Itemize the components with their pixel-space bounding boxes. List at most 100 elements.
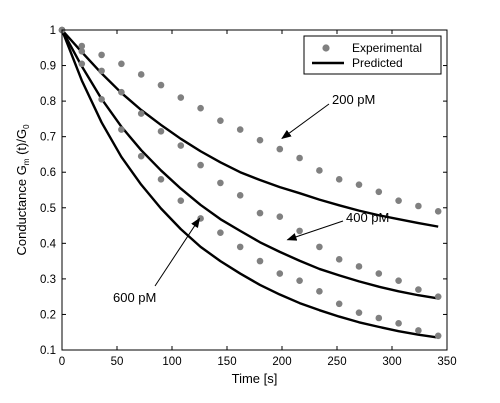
experimental-point-600-pm — [395, 320, 402, 327]
x-tick-label: 150 — [217, 356, 236, 368]
predicted-line-200-pm — [61, 29, 439, 228]
experimental-point-600-pm — [375, 314, 383, 322]
y-axis-label-subscript-m: m — [22, 158, 31, 165]
experimental-point-200-pm — [137, 71, 145, 78]
x-tick-label: 0 — [59, 356, 65, 368]
annotation-label-200-pm: 200 pM — [332, 92, 375, 107]
x-axis-label: Time [s] — [232, 371, 278, 386]
experimental-point-200-pm — [157, 81, 165, 89]
experimental-point-400-pm — [256, 209, 264, 217]
experimental-point-200-pm — [415, 202, 422, 210]
plot-frame — [61, 29, 448, 351]
y-tick-label: 0.2 — [40, 309, 56, 321]
experimental-point-600-pm — [256, 257, 264, 265]
experimental-point-400-pm — [78, 48, 86, 55]
experimental-point-600-pm — [415, 327, 422, 334]
predicted-lines-layer — [60, 29, 439, 339]
experimental-point-400-pm — [118, 88, 125, 96]
experimental-point-400-pm — [316, 243, 323, 251]
experimental-point-200-pm — [256, 136, 264, 144]
annotation-arrow-600-pm — [154, 217, 201, 287]
experimental-point-400-pm — [137, 110, 145, 117]
experimental-point-200-pm — [355, 181, 363, 188]
experimental-point-400-pm — [236, 192, 244, 199]
experimental-point-200-pm — [434, 208, 442, 215]
legend-experimental-label: Experimental — [352, 41, 422, 55]
legend-predicted-label: Predicted — [352, 56, 403, 70]
experimental-point-200-pm — [276, 145, 284, 153]
experimental-point-600-pm — [316, 288, 323, 295]
experimental-point-200-pm — [217, 117, 224, 124]
y-tick-label: 0.6 — [40, 167, 56, 179]
experimental-point-200-pm — [197, 104, 204, 112]
experimental-point-600-pm — [217, 229, 224, 236]
y-axis-label-subscript-0: 0 — [22, 124, 31, 129]
experimental-point-600-pm — [177, 197, 185, 204]
x-tick-label: 250 — [327, 356, 346, 368]
experimental-point-400-pm — [434, 293, 442, 300]
experimental-point-400-pm — [177, 142, 185, 149]
experimental-point-400-pm — [335, 256, 343, 263]
predicted-line-400-pm — [60, 29, 439, 300]
experimental-point-600-pm — [157, 176, 165, 183]
experimental-point-600-pm — [276, 270, 284, 277]
experimental-point-200-pm — [98, 51, 105, 59]
x-tick-label: 100 — [162, 356, 181, 368]
x-tick-label: 350 — [437, 356, 456, 368]
experimental-point-400-pm — [296, 227, 303, 235]
y-tick-label: 0.8 — [40, 96, 56, 108]
y-tick-label: 0.9 — [40, 61, 56, 73]
experimental-point-200-pm — [118, 60, 125, 68]
y-tick-label: 0.1 — [40, 345, 56, 357]
experimental-point-200-pm — [78, 42, 86, 50]
legend: Experimental Predicted — [303, 35, 442, 75]
experimental-point-400-pm — [217, 179, 224, 187]
y-tick-label: 1 — [50, 25, 56, 37]
annotation-arrow-400-pm — [286, 220, 344, 241]
legend-experimental-marker — [322, 44, 330, 52]
experimental-point-600-pm — [434, 332, 442, 340]
y-tick-label: 0.4 — [40, 238, 57, 250]
experimental-point-600-pm — [335, 300, 343, 308]
experimental-point-400-pm — [375, 270, 383, 277]
experimental-point-200-pm — [335, 176, 343, 183]
experimental-point-400-pm — [276, 213, 284, 220]
experimental-point-600-pm — [296, 277, 303, 284]
y-axis-label-part: (t)/G — [14, 129, 29, 159]
experimental-point-400-pm — [197, 161, 204, 169]
legend-box — [303, 35, 442, 75]
x-tick-label: 300 — [382, 356, 401, 368]
experimental-point-600-pm — [98, 96, 105, 103]
experimental-point-400-pm — [395, 277, 402, 284]
experimental-point-600-pm — [355, 309, 363, 316]
annotations-layer: 200 pM 400 pM 600 pM — [113, 92, 389, 305]
y-tick-label: 0.3 — [40, 274, 56, 286]
experimental-point-400-pm — [98, 67, 105, 75]
annotation-label-400-pm: 400 pM — [346, 210, 389, 225]
predicted-line-600-pm — [60, 29, 439, 339]
y-axis-label-part: Conductance G — [14, 165, 29, 255]
experimental-points-layer — [58, 26, 442, 340]
annotation-arrow-200-pm — [281, 103, 330, 140]
experimental-point-600-pm — [137, 152, 145, 160]
experimental-point-200-pm — [236, 126, 244, 133]
experimental-point-200-pm — [316, 167, 323, 174]
experimental-point-400-pm — [355, 263, 363, 270]
axis-ticks-layer: 0 50 100 150 200 250 300 350 0.1 0.2 0.3 0.4 0.5 0.6 0… — [40, 25, 457, 368]
experimental-point-600-pm — [78, 60, 86, 68]
y-tick-label: 0.7 — [40, 132, 56, 144]
experimental-point-200-pm — [296, 154, 303, 162]
experimental-point-200-pm — [395, 197, 402, 204]
y-tick-label: 0.5 — [40, 203, 56, 215]
experimental-point-600-pm — [236, 243, 244, 251]
experimental-point-400-pm — [157, 128, 165, 135]
experimental-point-600-pm — [118, 126, 125, 133]
annotation-label-600-pm: 600 pM — [113, 290, 156, 305]
experimental-point-200-pm — [177, 94, 185, 101]
y-axis-label: Conductance Gm (t)/G0 — [14, 124, 31, 256]
x-tick-label: 50 — [111, 356, 124, 368]
experimental-point-200-pm — [375, 188, 383, 196]
experimental-point-400-pm — [415, 286, 422, 293]
x-tick-label: 200 — [272, 356, 291, 368]
